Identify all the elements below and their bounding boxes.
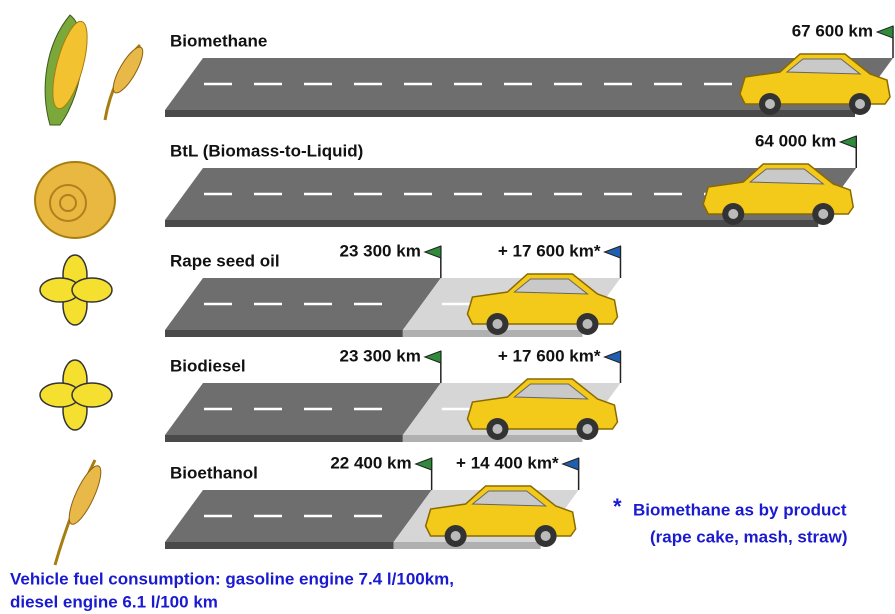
car-window: [513, 383, 589, 400]
value-label: 23 300 km: [340, 346, 421, 365]
straw-bale-icon: [34, 161, 116, 239]
car-hub: [765, 99, 775, 109]
car-hub: [582, 319, 593, 329]
flag: [414, 457, 433, 471]
category-label: Biodiesel: [170, 356, 246, 375]
car: [424, 485, 577, 547]
car-hub: [492, 319, 503, 329]
road-segment: [165, 278, 441, 330]
car-body: [739, 53, 891, 105]
car-hub: [855, 99, 865, 109]
road-segment: [165, 490, 432, 542]
category-label: Rape seed oil: [170, 251, 280, 270]
car-body: [424, 485, 577, 537]
value-label: 67 600 km: [792, 21, 873, 40]
footnote-marker: *: [613, 494, 622, 519]
flower-icon: [39, 254, 113, 326]
road-edge: [165, 220, 819, 227]
corn-icon: [44, 14, 144, 126]
flag: [423, 245, 442, 259]
car-hub: [492, 424, 503, 434]
car-window: [471, 490, 548, 507]
flag: [603, 245, 621, 259]
flower-icon: [39, 359, 113, 431]
footnote-line: Biomethane as by product: [633, 500, 847, 519]
value-label: 23 300 km: [340, 241, 421, 260]
road-edge: [165, 110, 855, 117]
category-label: Bioethanol: [170, 463, 258, 482]
wheat-icon: [53, 459, 102, 566]
category-label: Biomethane: [170, 31, 267, 50]
road-edge: [393, 542, 541, 549]
car: [466, 273, 619, 335]
value-label: + 17 600 km*: [498, 346, 601, 365]
value-label: + 17 600 km*: [498, 241, 601, 260]
flag: [875, 25, 894, 39]
car: [466, 378, 619, 440]
car-window: [748, 168, 825, 185]
note-line: Vehicle fuel consumption: gasoline engin…: [10, 569, 454, 588]
category-label: BtL (Biomass-to-Liquid): [170, 141, 363, 160]
car: [739, 53, 891, 115]
car-body: [466, 378, 619, 430]
car-body: [466, 273, 619, 325]
road-edge: [165, 542, 394, 549]
car-hub: [540, 531, 551, 541]
flag: [838, 135, 857, 149]
flag: [561, 457, 580, 471]
car-hub: [450, 531, 461, 541]
road-edge: [165, 435, 403, 442]
car-hub: [728, 209, 739, 219]
value-label: 22 400 km: [330, 453, 411, 472]
car-hub: [582, 424, 593, 434]
road-segment: [165, 383, 441, 435]
flag: [423, 350, 442, 364]
car-window: [513, 278, 589, 295]
car-body: [702, 163, 855, 215]
car-hub: [818, 209, 829, 219]
flag: [603, 350, 621, 364]
value-label: 64 000 km: [755, 131, 836, 150]
car: [702, 163, 855, 225]
value-label: + 14 400 km*: [456, 453, 559, 472]
road-edge: [165, 330, 403, 337]
footnote-line: (rape cake, mash, straw): [650, 527, 847, 546]
car-window: [785, 58, 862, 75]
note-line: diesel engine 6.1 l/100 km: [10, 592, 218, 611]
